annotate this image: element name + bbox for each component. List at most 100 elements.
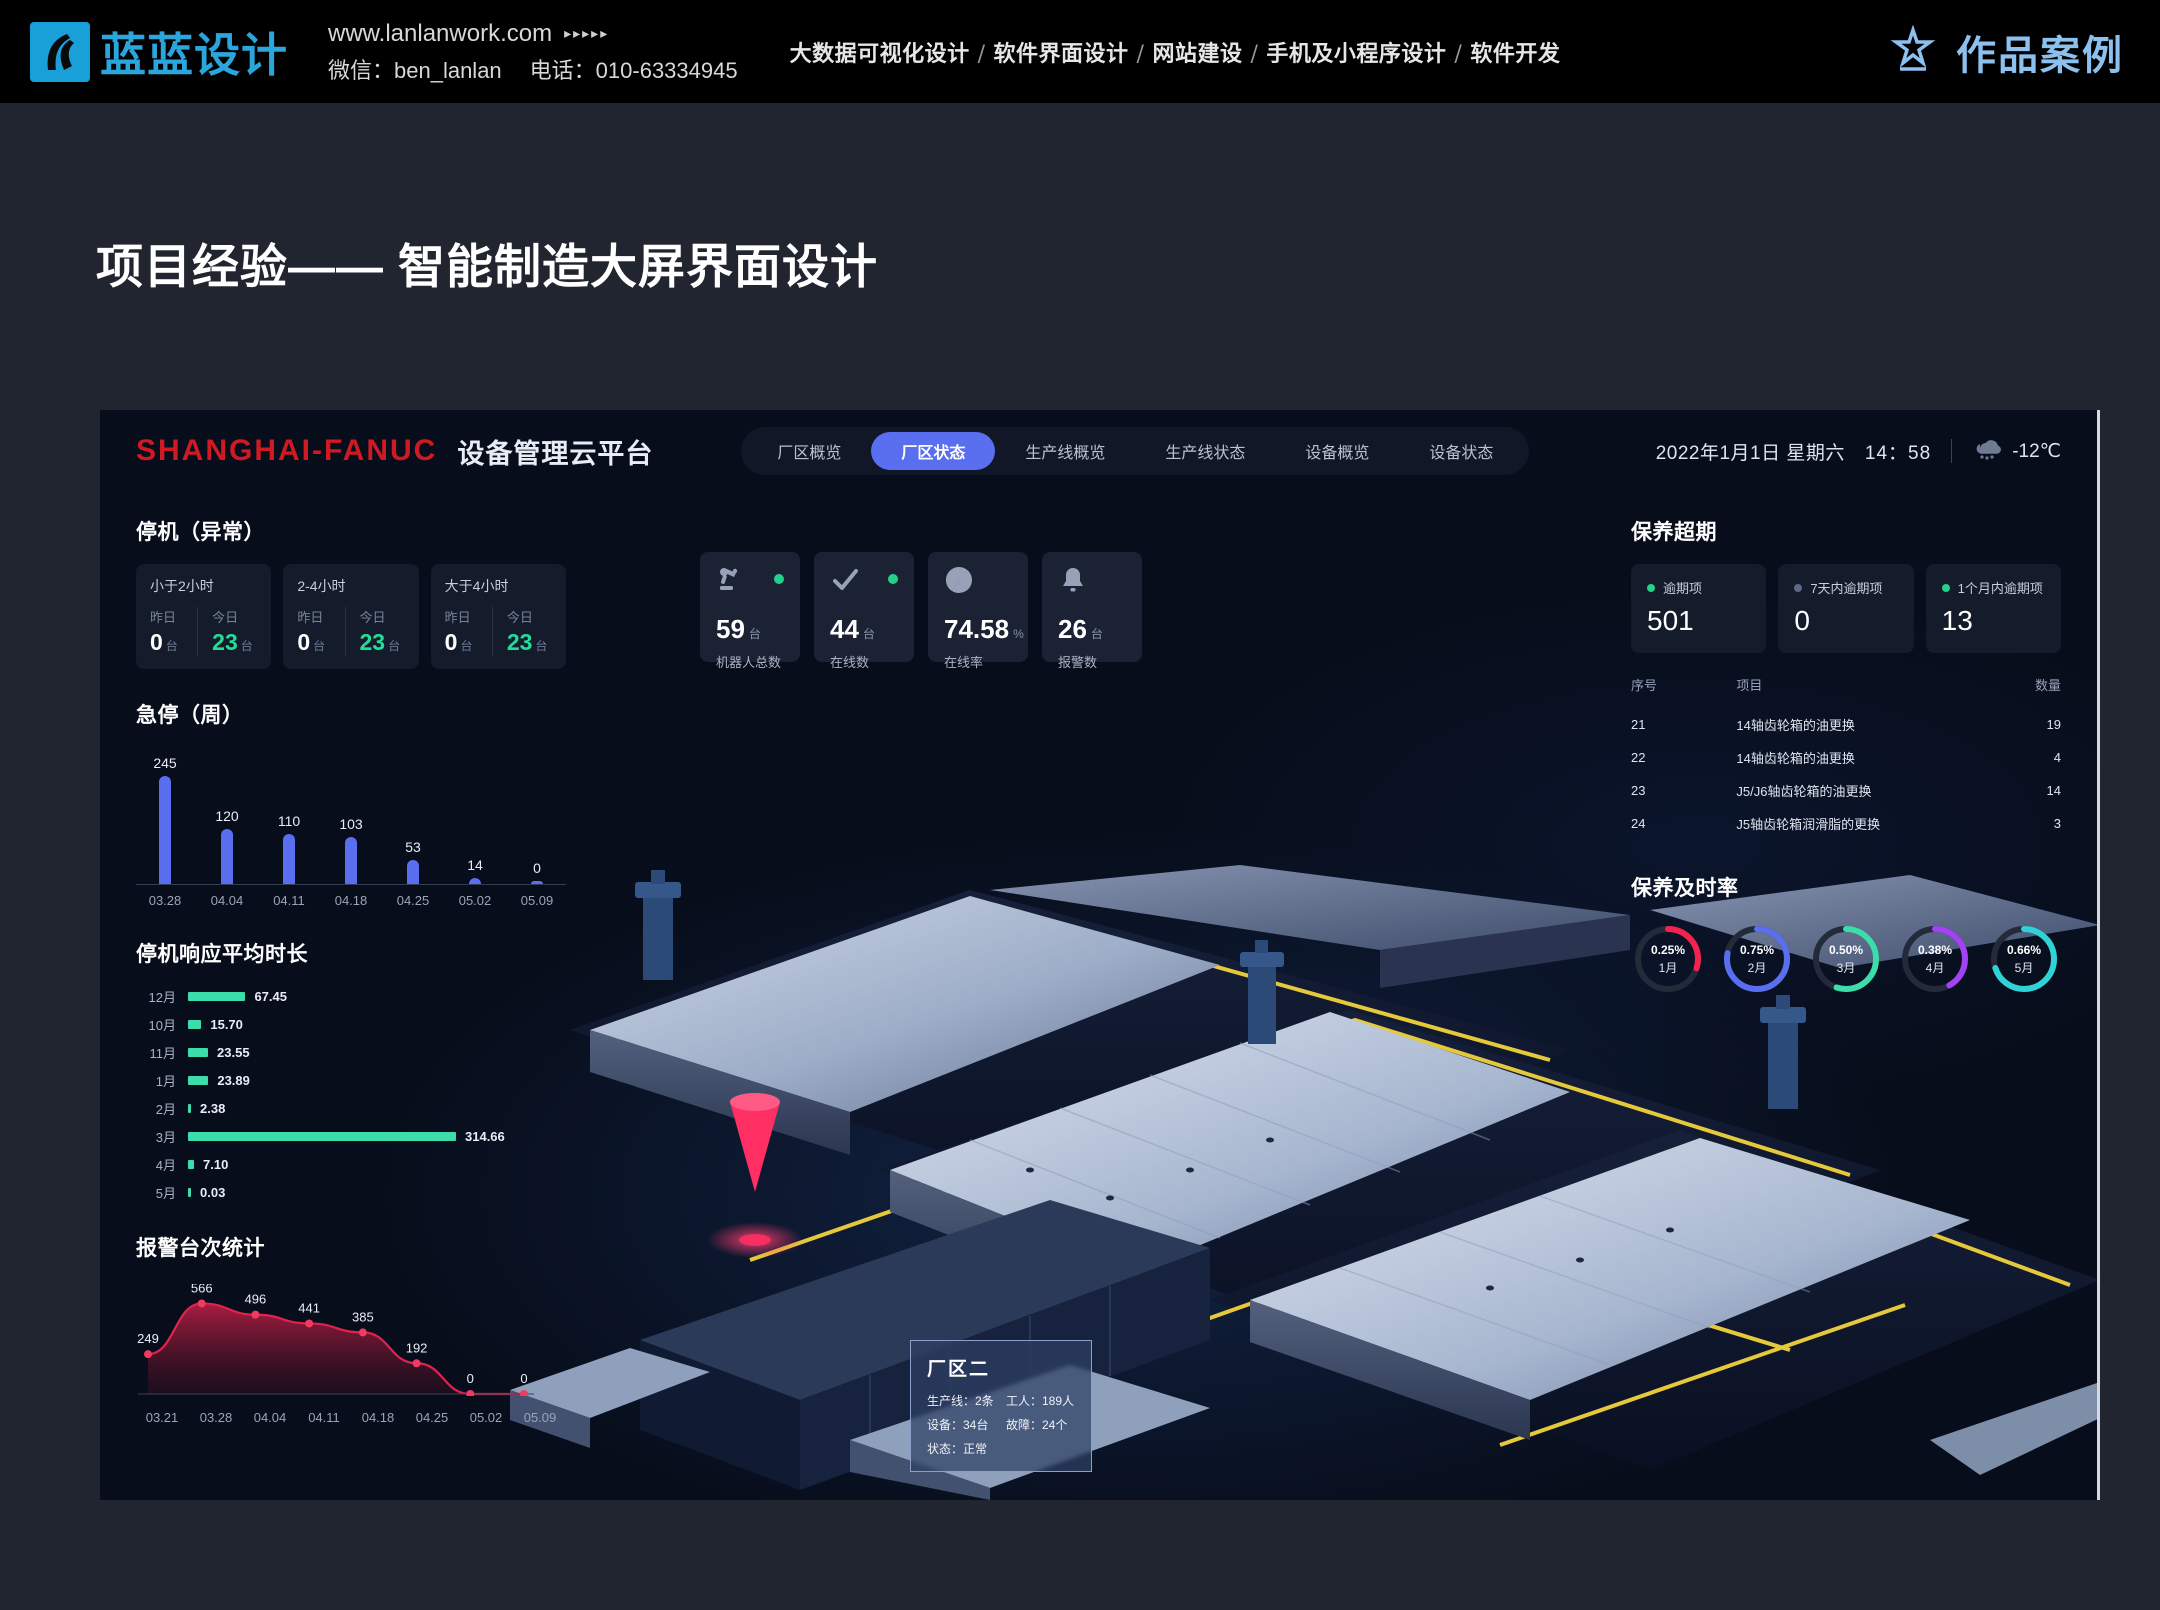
services-list: 大数据可视化设计 / 软件界面设计 / 网站建设 / 手机及小程序设计 / 软件开发 <box>790 36 1561 68</box>
service-item-3: 手机及小程序设计 <box>1266 40 1447 67</box>
hbar-rect <box>188 1075 209 1085</box>
bar-column-3: 103 <box>328 755 374 884</box>
maintenance-card-2: 1个月内逾期项 13 <box>1925 564 2061 653</box>
hbar-value-label: 314.66 <box>465 1128 505 1144</box>
dashboard-nav[interactable]: 厂区概览 厂区状态 生产线概览 生产线状态 设备概览 设备状态 <box>741 427 1530 475</box>
table-cell: 22 <box>1631 750 1646 765</box>
hbar-label: 2月 <box>155 1101 176 1117</box>
lanlan-logo-icon <box>30 21 90 82</box>
table-header-row: 序号 项目 数量 <box>1631 675 2061 708</box>
dashboard-clock: 2022年1月1日 星期六 14：58 -12℃ <box>1656 435 2061 467</box>
bar-xtick-0: 03.28 <box>148 893 182 908</box>
hbar-label: 1月 <box>155 1073 176 1089</box>
table-row[interactable]: 23 J5/J6轴齿轮箱的油更换 14 <box>1631 774 2061 807</box>
alarm-point-6 <box>466 1390 475 1396</box>
alarm-area-svg: 249 566 496 441 385 192 0 0 <box>137 1284 534 1396</box>
table-cell: 3 <box>2053 816 2061 831</box>
arrow-run-icon: ▸▸▸▸▸ <box>564 24 610 41</box>
gauge-month: 3月 <box>1836 960 1856 975</box>
table-cell: J5轴齿轮箱润滑脂的更换 <box>1736 817 1881 832</box>
factory-3d-scene[interactable] <box>450 700 2097 1500</box>
bar-xtick-1: 04.04 <box>210 893 244 908</box>
maintenance-card-value: 501 <box>1647 605 1694 636</box>
scene-tooltip[interactable]: 厂区二 生产线：2条 工人：189人 设备：34台 故障：24个 状态：正常 <box>910 1340 1092 1472</box>
kpi-value: 26 台 <box>1058 614 1103 644</box>
gauge-0: 0.25% 1月 <box>1631 922 1705 996</box>
bar-column-1: 120 <box>204 755 250 884</box>
kpi-card-0[interactable]: 59 台 机器人总数 <box>700 552 800 670</box>
alarm-xtick-6: 05.02 <box>469 1410 503 1425</box>
case-label: 作品案例 <box>1956 33 2124 78</box>
bar-xtick-4: 04.25 <box>396 893 430 908</box>
stop-yesterday-label: 昨日 <box>297 610 324 625</box>
emergency-stop-bars: 245 120 110 103 53 14 0 <box>136 755 566 885</box>
kpi-label: 在线率 <box>944 655 984 670</box>
stop-response-title: 停机响应平均时长 <box>136 943 308 966</box>
kpi-card-1[interactable]: 44 台 在线数 <box>814 552 914 670</box>
kpi-card-3[interactable]: 26 台 报警数 <box>1042 552 1142 670</box>
nav-tab-1[interactable]: 厂区状态 <box>871 432 996 470</box>
tooltip-line-2: 设备：34台 <box>927 1418 989 1432</box>
gauge-3: 0.38% 4月 <box>1898 922 1972 996</box>
stop-yesterday-label: 昨日 <box>150 610 177 625</box>
weather-temperature: -12℃ <box>2012 440 2061 462</box>
nav-tab-0[interactable]: 厂区概览 <box>777 445 842 462</box>
gauge-percent: 0.50% <box>1828 942 1864 957</box>
emergency-stop-chart: 急停（周） 245 120 110 103 53 14 0 03.28 04.04… <box>136 699 566 908</box>
kpi-card-2[interactable]: 74.58% 在线率 <box>928 552 1028 670</box>
alarm-xtick-3: 04.11 <box>308 1410 340 1425</box>
emergency-stop-title: 急停（周） <box>136 704 244 727</box>
alarm-xtick-0: 03.21 <box>145 1410 179 1425</box>
nav-tab-2[interactable]: 生产线概览 <box>1025 445 1106 462</box>
alarm-xtick-7: 05.09 <box>523 1410 557 1425</box>
weather-widget: -12℃ <box>1972 435 2061 467</box>
site-header: 蓝蓝设计 www.lanlanwork.com ▸▸▸▸▸ 微信：ben_lan… <box>0 0 2160 103</box>
table-cell: 23 <box>1631 783 1646 798</box>
alarm-stat-title: 报警台次统计 <box>136 1237 265 1260</box>
hbar-value-label: 23.55 <box>217 1044 250 1060</box>
table-row[interactable]: 21 14轴齿轮箱的油更换 19 <box>1631 708 2061 741</box>
dashboard-brand: SHANGHAI-FANUC <box>136 434 438 467</box>
contact-info: www.lanlanwork.com ▸▸▸▸▸ 微信：ben_lanlan 电… <box>328 14 738 90</box>
stop-today-label: 今日 <box>506 610 533 625</box>
bar-column-6: 0 <box>514 755 560 884</box>
hbar-row-4: 2月 2.38 <box>136 1096 566 1120</box>
kpi-status-dot <box>774 574 784 584</box>
bar-column-2: 110 <box>266 755 312 884</box>
case-star-icon <box>1886 23 1940 79</box>
nav-tab-3[interactable]: 生产线状态 <box>1165 445 1246 462</box>
hbar-row-1: 10月 15.70 <box>136 1012 566 1036</box>
kpi-cards: 59 台 机器人总数 44 台 在线数 74.58% 在线率 26 台 报警数 <box>700 552 1142 670</box>
stop-response-chart: 停机响应平均时长 12月 67.45 10月 15.70 11月 23.55 1… <box>136 938 566 1204</box>
tooltip-line-0: 生产线：2条 <box>927 1394 994 1408</box>
hbar-rect <box>188 1131 456 1141</box>
maintenance-rate-gauges: 0.25% 1月 0.75% 2月 0.50% 3月 0.38% 4月 <box>1631 922 2061 996</box>
brand-logo[interactable]: 蓝蓝设计 <box>30 19 288 85</box>
website-url[interactable]: www.lanlanwork.com <box>328 19 553 47</box>
stop-today: 今日 23 台 <box>197 607 259 656</box>
stop-today-label: 今日 <box>359 610 386 625</box>
factory-building-back <box>590 865 2097 1155</box>
table-header-0: 序号 <box>1631 678 1658 693</box>
gauge-2: 0.50% 3月 <box>1809 922 1883 996</box>
nav-tab-4[interactable]: 设备概览 <box>1305 445 1370 462</box>
tooltip-line-3: 故障：24个 <box>1006 1418 1068 1432</box>
hbar-row-3: 1月 23.89 <box>136 1068 566 1092</box>
maintenance-overdue-cards: 逾期项 501 7天内逾期项 0 1个月内逾期项 13 <box>1631 564 2061 653</box>
maintenance-card-value: 13 <box>1941 605 1973 636</box>
bar-rect <box>159 776 171 884</box>
table-row[interactable]: 22 14轴齿轮箱的油更换 4 <box>1631 741 2061 774</box>
nav-tab-5[interactable]: 设备状态 <box>1429 445 1494 462</box>
bar-value-label: 120 <box>215 808 239 825</box>
dashboard-brand-subtitle: 设备管理云平台 <box>457 438 654 469</box>
case-badge: 作品案例 <box>1886 23 2124 81</box>
table-cell: 14轴齿轮箱的油更换 <box>1736 718 1855 733</box>
bar-rect <box>407 859 419 884</box>
gauge-4: 0.66% 5月 <box>1987 922 2061 996</box>
hbar-rect <box>188 1187 191 1197</box>
clock-date: 2022年1月1日 星期六 <box>1655 442 1845 464</box>
gauge-percent: 0.66% <box>2006 942 2042 957</box>
table-row[interactable]: 24 J5轴齿轮箱润滑脂的更换 3 <box>1631 807 2061 840</box>
table-cell: 19 <box>2046 717 2061 732</box>
